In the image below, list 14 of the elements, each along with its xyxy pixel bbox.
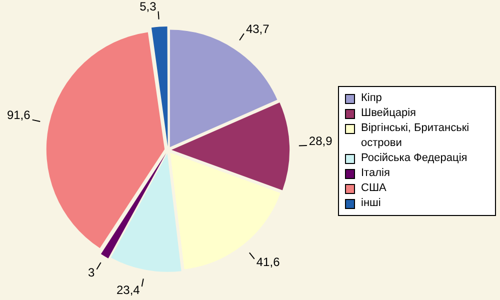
legend-label: Російська Федерація: [361, 151, 468, 166]
legend-label: Швейцарія: [361, 106, 416, 121]
data-label: 28,9: [308, 134, 333, 148]
legend-label: Кіпр: [361, 91, 382, 106]
data-label: 23,4: [116, 282, 140, 297]
data-label: 91,6: [6, 108, 31, 122]
data-label: 41,6: [256, 255, 280, 270]
legend-label: інші: [361, 196, 381, 211]
legend-label: Італія: [361, 166, 390, 181]
legend-label: США: [361, 181, 386, 196]
data-label: 5,3: [140, 0, 157, 14]
legend-label: Віргінські, Британські острови: [361, 121, 470, 151]
data-label: 43,7: [246, 22, 270, 36]
data-label: 3: [88, 266, 96, 280]
